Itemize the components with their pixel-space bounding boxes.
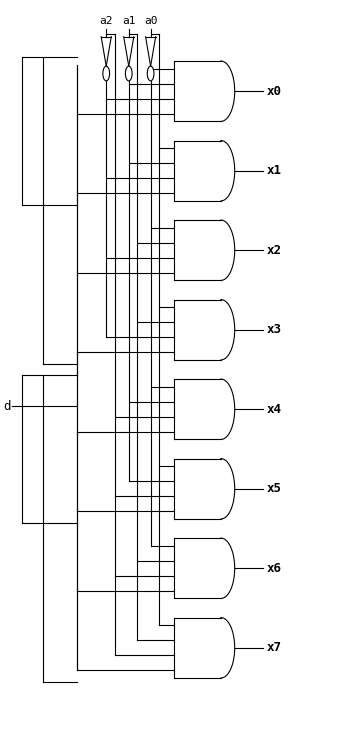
Text: a2: a2 xyxy=(100,16,113,27)
Circle shape xyxy=(125,67,132,81)
Circle shape xyxy=(147,67,154,81)
Text: x4: x4 xyxy=(267,403,282,416)
Text: x7: x7 xyxy=(267,641,282,654)
Text: x1: x1 xyxy=(267,164,282,177)
Text: d: d xyxy=(3,400,11,413)
Text: x5: x5 xyxy=(267,483,282,495)
Text: a0: a0 xyxy=(144,16,157,27)
Circle shape xyxy=(103,67,109,81)
Text: x6: x6 xyxy=(267,562,282,575)
Text: x3: x3 xyxy=(267,323,282,336)
Text: x2: x2 xyxy=(267,244,282,256)
Text: a1: a1 xyxy=(122,16,136,27)
Text: x0: x0 xyxy=(267,85,282,98)
